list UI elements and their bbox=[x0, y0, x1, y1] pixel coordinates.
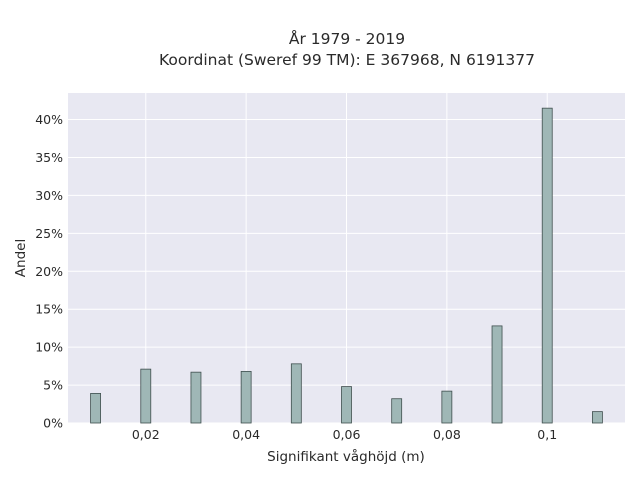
x-tick-label: 0,04 bbox=[232, 427, 260, 442]
x-tick-label: 0,06 bbox=[333, 427, 361, 442]
y-tick-label: 20% bbox=[35, 264, 63, 279]
gridlines bbox=[68, 93, 625, 424]
y-tick-label: 25% bbox=[35, 226, 63, 241]
x-tick-label: 0,08 bbox=[433, 427, 461, 442]
bar bbox=[541, 107, 553, 424]
bar bbox=[441, 390, 453, 424]
bars bbox=[90, 107, 603, 424]
y-tick-label: 5% bbox=[43, 378, 63, 393]
y-axis-label: Andel bbox=[13, 239, 29, 277]
x-tick-label: 0,02 bbox=[132, 427, 160, 442]
y-tick-label: 35% bbox=[35, 150, 63, 165]
bar bbox=[140, 368, 152, 424]
y-tick-label: 15% bbox=[35, 302, 63, 317]
x-tick-label: 0,1 bbox=[537, 427, 557, 442]
chart-subtitle: Koordinat (Sweref 99 TM): E 367968, N 61… bbox=[159, 51, 535, 69]
bar bbox=[190, 371, 202, 424]
bar bbox=[290, 363, 302, 424]
bar bbox=[90, 393, 101, 424]
tick-labels: 0% 5% 10% 15% 20% 25% 30% 35% 40% 0,02 0,04 0,06 0,0… bbox=[35, 112, 557, 442]
bar bbox=[240, 371, 252, 424]
bar bbox=[341, 386, 352, 424]
y-tick-label: 0% bbox=[43, 416, 63, 431]
y-tick-label: 10% bbox=[35, 340, 63, 355]
x-axis-label: Signifikant våghöjd (m) bbox=[267, 448, 425, 465]
chart-title: År 1979 - 2019 bbox=[288, 30, 406, 48]
y-tick-label: 30% bbox=[35, 188, 63, 203]
bar bbox=[391, 398, 403, 424]
bar bbox=[592, 411, 603, 424]
bar bbox=[491, 325, 503, 424]
y-tick-label: 40% bbox=[35, 112, 63, 127]
